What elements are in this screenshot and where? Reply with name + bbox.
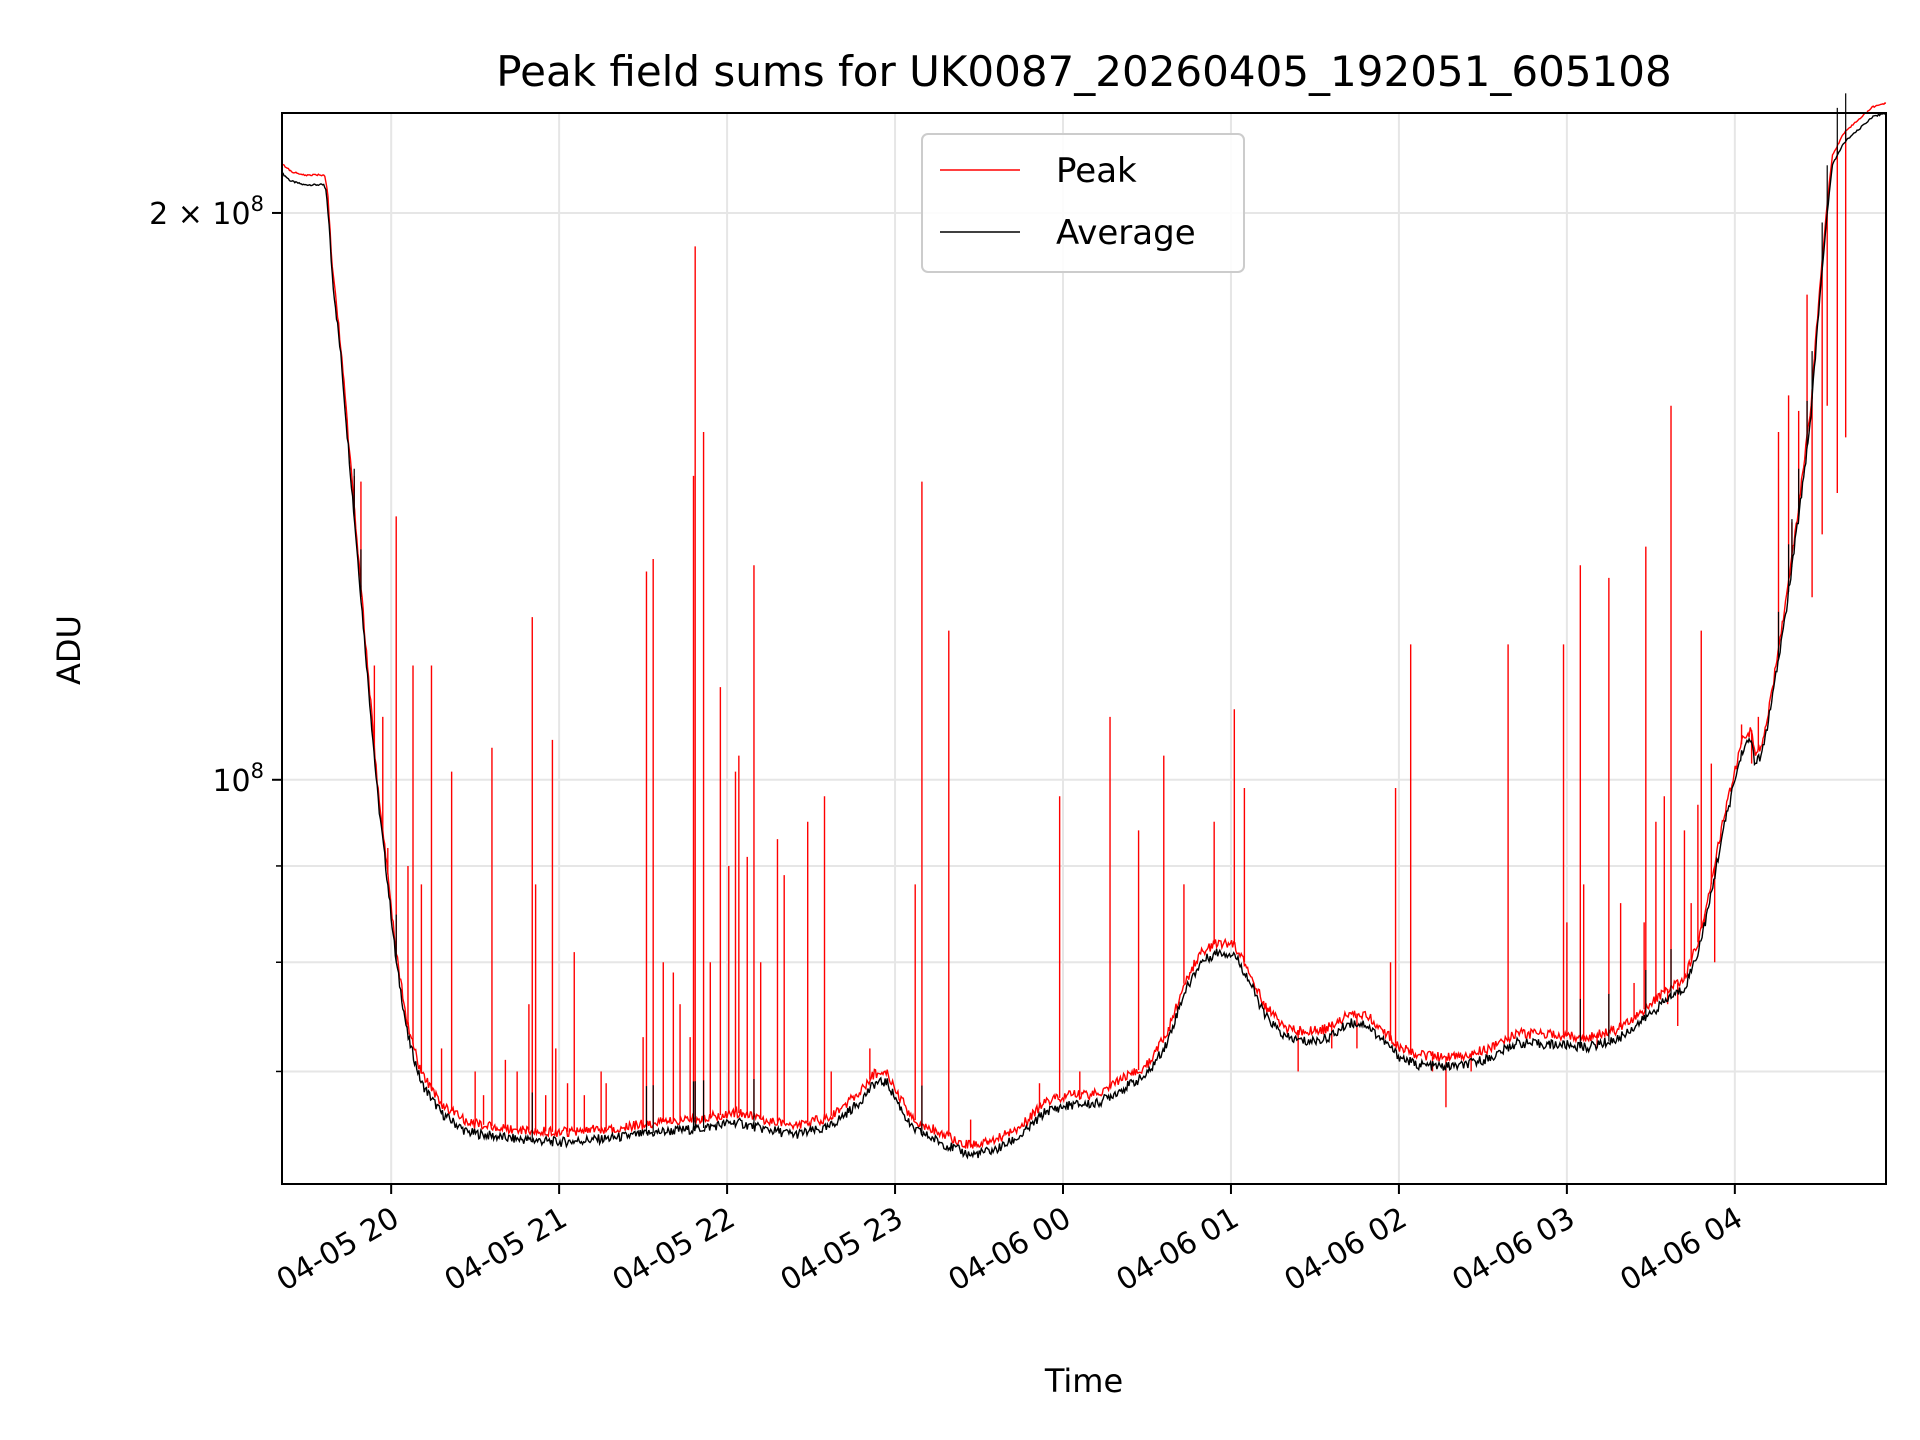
- x-axis-title: Time: [1044, 1362, 1123, 1400]
- axes-frame: [281, 112, 1887, 1185]
- peak-series-line: [281, 102, 1887, 1150]
- chart-title: Peak field sums for UK0087_20260405_1920…: [496, 47, 1671, 96]
- y-tick-exponent: 8: [251, 759, 264, 783]
- y-tick-label: 108: [212, 759, 264, 799]
- legend-box: [921, 133, 1245, 273]
- y-tick-label: 2 × 108: [149, 192, 264, 232]
- plot-area: [281, 93, 1887, 1160]
- y-tick-mantissa: 2 × 10: [149, 197, 250, 232]
- y-axis-title: ADU: [50, 615, 88, 685]
- average-series-line: [281, 112, 1887, 1160]
- y-tick-exponent: 8: [251, 192, 264, 216]
- legend: Peak Average: [921, 133, 1245, 273]
- y-tick-mantissa: 10: [212, 764, 250, 799]
- legend-peak-label: Peak: [1056, 151, 1137, 191]
- legend-average-label: Average: [1056, 213, 1196, 253]
